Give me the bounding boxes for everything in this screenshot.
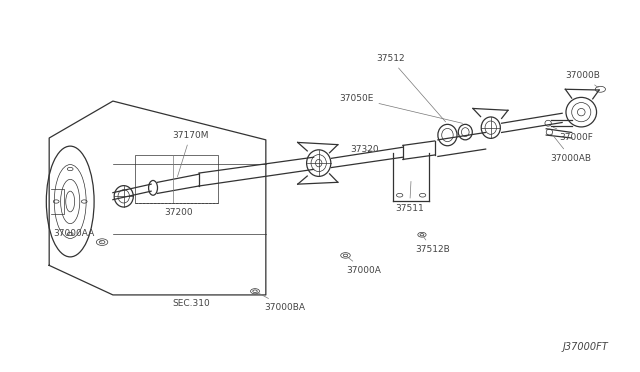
Text: SEC.310: SEC.310 <box>172 299 210 308</box>
Text: J37000FT: J37000FT <box>562 341 608 352</box>
Text: 37200: 37200 <box>164 208 193 217</box>
Text: 37000BA: 37000BA <box>257 292 305 312</box>
Text: 37511: 37511 <box>395 182 424 213</box>
Text: 37000A: 37000A <box>347 257 381 275</box>
Text: 37170M: 37170M <box>172 131 209 177</box>
Ellipse shape <box>595 86 605 92</box>
Text: 37320: 37320 <box>351 145 380 154</box>
Text: 37512: 37512 <box>376 54 445 122</box>
Bar <box>135 155 218 203</box>
Text: 37512B: 37512B <box>415 237 451 254</box>
Text: 37000AB: 37000AB <box>550 135 591 163</box>
Text: 37000F: 37000F <box>553 127 593 142</box>
Text: 37000B: 37000B <box>565 71 600 87</box>
Text: 37000AA: 37000AA <box>54 229 102 242</box>
Text: 37050E: 37050E <box>339 94 463 124</box>
